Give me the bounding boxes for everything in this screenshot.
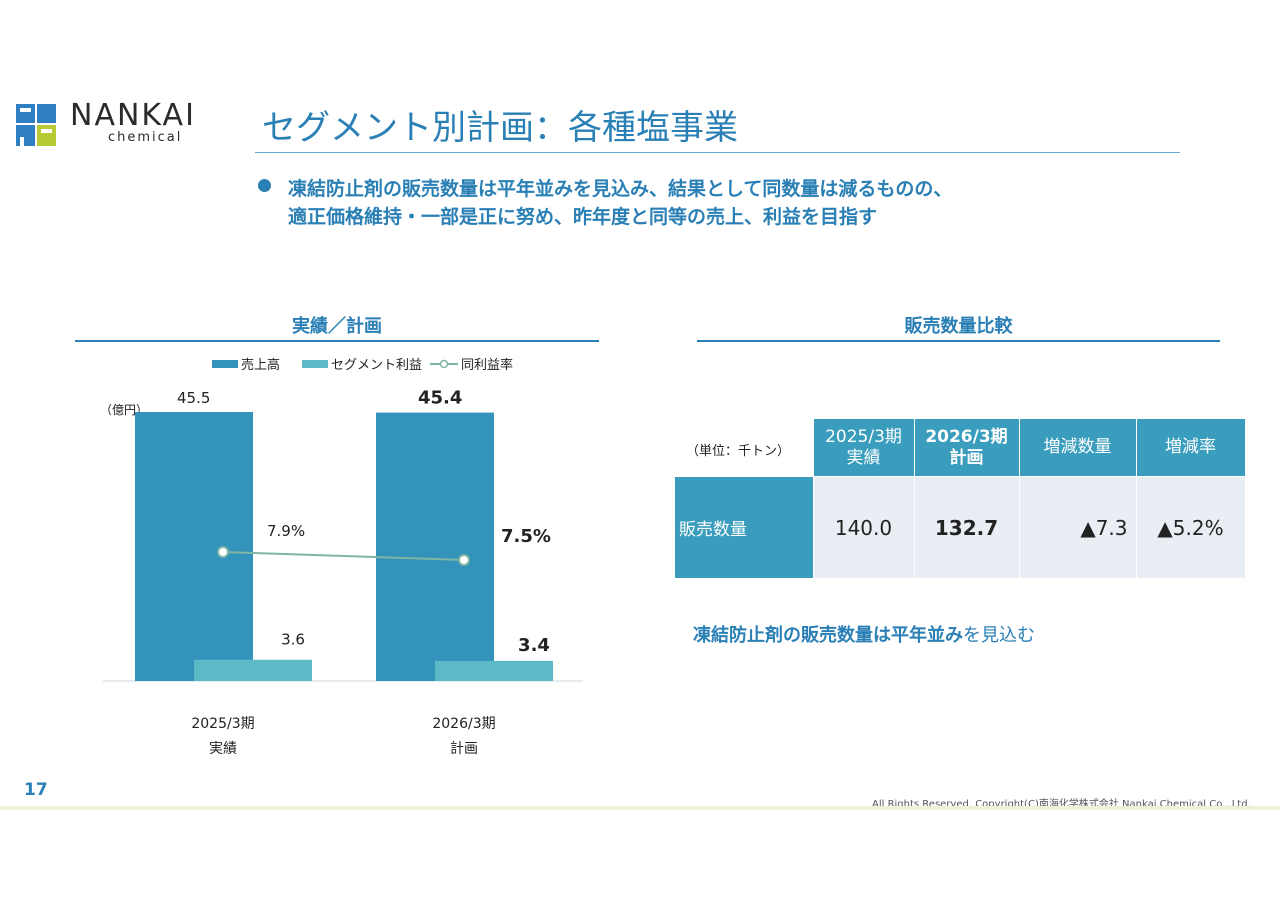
bar-label-sales-1: 45.4 xyxy=(418,388,462,409)
legend-swatch-sales xyxy=(212,360,238,368)
sales-volume-table: 2025/3期 実績 2026/3期 計画 増減数量 増減率 販売数量 140.… xyxy=(674,418,1246,579)
table-header-change-rate: 増減率 xyxy=(1135,418,1246,477)
bar-label-profit-1: 3.4 xyxy=(518,635,550,656)
table-header-fy2026: 2026/3期 計画 xyxy=(913,418,1020,477)
bar-label-sales-0: 45.5 xyxy=(177,389,210,407)
table-cell-fy2025: 140.0 xyxy=(812,476,915,579)
right-section-title: 販売数量比較 xyxy=(904,316,1013,337)
bar-profit-1 xyxy=(435,660,553,681)
category-label-line2-0: 実績 xyxy=(209,741,237,757)
bar-sales-1 xyxy=(376,412,494,681)
footer-band xyxy=(0,806,1280,810)
margin-label-0: 7.9% xyxy=(267,522,305,540)
note-bold: 凍結防止剤の販売数量は平年並み xyxy=(693,625,963,646)
category-label-line2-1: 計画 xyxy=(450,741,478,757)
title-divider xyxy=(255,152,1180,153)
segment-chart: 売上高 セグメント利益 同利益率（億円）45.5 45.43.6 3.47.9% 7.5%… xyxy=(100,357,583,757)
header-line: 2025/3期 xyxy=(825,426,902,447)
legend-swatch-profit xyxy=(302,360,328,368)
note-plain: を見込む xyxy=(963,625,1035,646)
bullet-text-line-2: 適正価格維持・一部是正に努め、昨年度と同等の売上、利益を目指す xyxy=(288,206,878,228)
header-line: 実績 xyxy=(846,447,881,468)
right-section-divider xyxy=(697,340,1220,342)
margin-line xyxy=(222,551,465,561)
table-unit-label: （単位：千トン） xyxy=(686,444,791,459)
category-label-line1-0: 2025/3期 xyxy=(191,716,254,732)
table-cell-change-rate: ▲5.2% xyxy=(1135,476,1246,579)
bullet-text-line-1: 凍結防止剤の販売数量は平年並みを見込み、結果として同数量は減るものの、 xyxy=(288,178,953,200)
table-corner xyxy=(675,419,814,477)
header-line: 増減率 xyxy=(1165,437,1216,457)
header-line: 2026/3期 xyxy=(925,426,1008,447)
table-header-change-volume: 増減数量 xyxy=(1018,418,1137,477)
logo-wordmark: NANKAI xyxy=(70,98,196,133)
table-cell-change-volume: ▲7.3 xyxy=(1018,476,1137,579)
table-cell-fy2026: 132.7 xyxy=(913,476,1020,579)
copyright-text: All Rights Reserved. Copyright(C)南海化学株式会… xyxy=(872,799,1251,810)
margin-label-1: 7.5% xyxy=(501,526,551,547)
bar-label-profit-0: 3.6 xyxy=(281,631,305,649)
legend-marker-margin xyxy=(439,359,449,369)
margin-point-0 xyxy=(217,546,229,558)
table-row-label: 販売数量 xyxy=(674,476,814,579)
bar-profit-0 xyxy=(194,659,312,681)
page-title: セグメント別計画：各種塩事業 xyxy=(262,108,738,148)
bullet-icon xyxy=(258,179,271,192)
legend-label-sales: 売上高 xyxy=(241,357,280,373)
left-section-divider xyxy=(75,340,599,342)
page-number: 17 xyxy=(24,780,48,800)
legend-label-profit: セグメント利益 xyxy=(331,358,422,373)
bar-sales-0 xyxy=(135,412,253,681)
sales-volume-note: 凍結防止剤の販売数量は平年並みを見込む xyxy=(693,621,1035,647)
logo-mark-icon xyxy=(16,104,56,146)
left-section-title: 実績／計画 xyxy=(292,316,382,337)
category-label-line1-1: 2026/3期 xyxy=(432,716,495,732)
logo-subtitle: chemical xyxy=(108,130,183,145)
header-line: 増減数量 xyxy=(1043,437,1112,457)
margin-point-1 xyxy=(458,554,470,566)
header-line: 計画 xyxy=(949,447,984,468)
legend-label-margin: 同利益率 xyxy=(461,357,513,373)
table-header-fy2025: 2025/3期 実績 xyxy=(812,418,915,477)
